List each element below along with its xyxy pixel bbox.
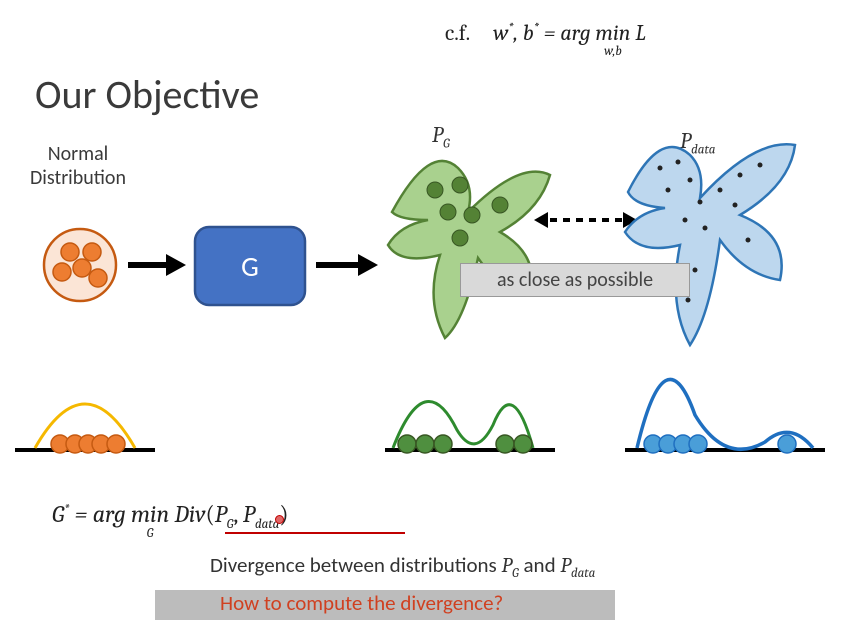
pdata-shape [625,144,795,345]
generator-label: G [241,249,259,284]
laser-pointer-dot [275,515,284,524]
page-title: Our Objective [35,70,259,119]
cf-equation: c.f. w*, b* = arg minw,b L [445,20,646,59]
main-diagram: G [0,120,862,350]
objective-equation: G* = arg minG Div(PG, Pdata) [52,500,289,541]
close-label-box: as close as possible [460,263,690,297]
divergence-underline [225,532,405,534]
cf-label: c.f. [445,20,470,46]
dist-row [0,370,862,470]
red-question-text: How to compute the divergence? [220,590,503,616]
divergence-description: Divergence between distributions PG and … [210,552,595,581]
pg-shape [388,161,550,338]
